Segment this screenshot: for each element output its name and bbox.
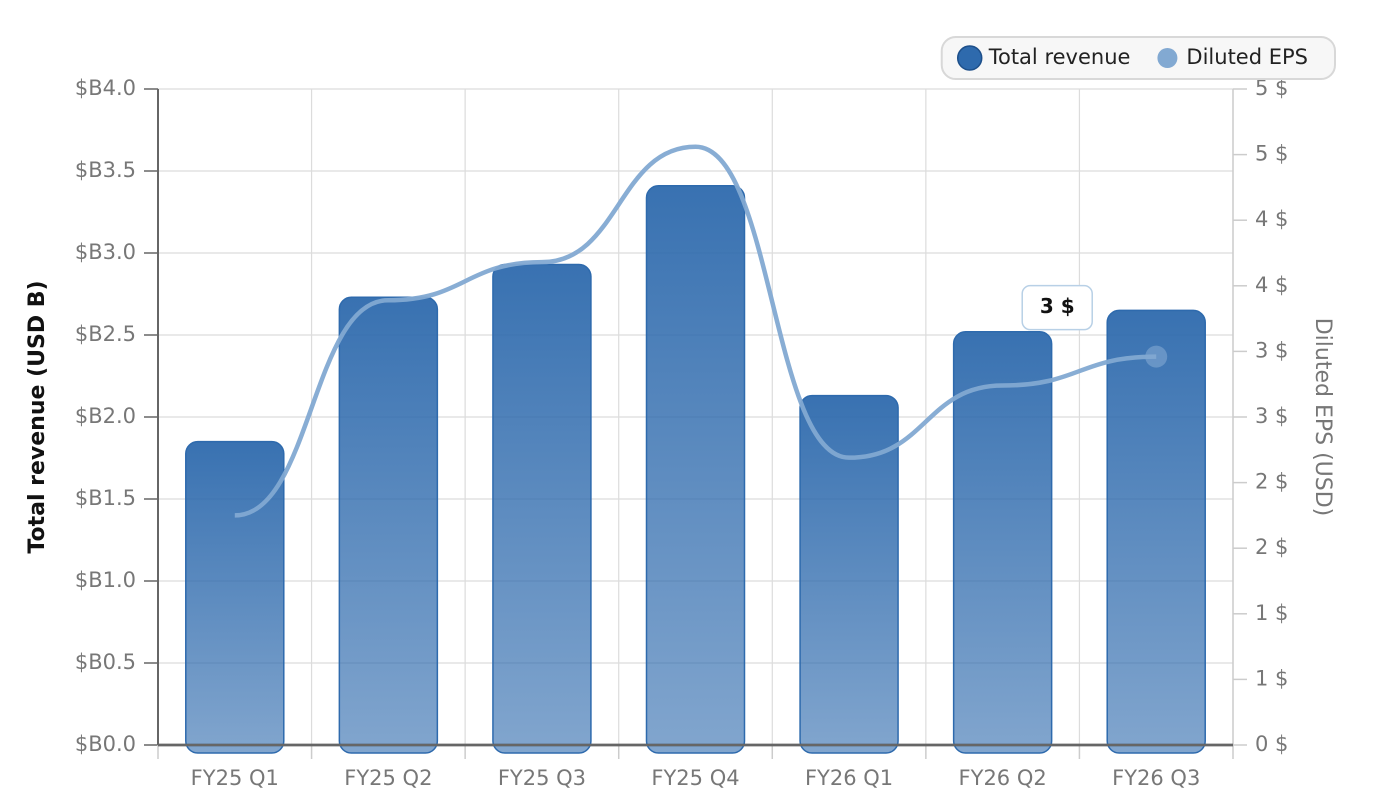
y-axis-title: Total revenue (USD B) (25, 280, 50, 553)
y2-tick-label: 4 $ (1255, 207, 1288, 231)
y-tick-label: $B1.0 (75, 568, 136, 592)
x-tick-label: FY26 Q2 (959, 766, 1047, 790)
line-point (1145, 345, 1168, 368)
y-tick-label: $B0.5 (75, 650, 136, 674)
y2-axis-title: Diluted EPS (USD) (1310, 318, 1335, 517)
legend-label: Total revenue (988, 45, 1131, 69)
y2-tick-label: 3 $ (1255, 338, 1288, 362)
annotation-box (1021, 284, 1093, 331)
x-tick-label: FY25 Q1 (191, 766, 279, 790)
bar (492, 263, 592, 754)
y-tick-label: $B3.0 (75, 240, 136, 264)
x-tick-label: FY25 Q4 (651, 766, 739, 790)
bar (645, 185, 746, 754)
y2-tick-label: 2 $ (1255, 535, 1288, 559)
line (234, 144, 1157, 518)
x-tick-label: FY25 Q3 (498, 766, 586, 790)
y2-tick-label: 1 $ (1255, 666, 1288, 690)
legend-marker (1157, 48, 1178, 68)
x-tick-label: FY26 Q3 (1112, 766, 1200, 790)
y-tick-label: $B2.0 (75, 404, 136, 428)
y2-tick-label: 3 $ (1255, 404, 1288, 428)
bar (338, 296, 439, 754)
y2-tick-label: 5 $ (1255, 142, 1288, 166)
x-tick-label: FY25 Q2 (344, 766, 432, 790)
legend-marker (956, 45, 983, 71)
annotation: 3 $ (1040, 294, 1075, 318)
y2-tick-label: 2 $ (1255, 470, 1288, 494)
legend-label: Diluted EPS (1186, 45, 1308, 69)
y-tick-label: $B4.0 (75, 76, 136, 100)
bar (1106, 309, 1206, 754)
y-tick-label: $B0.0 (75, 732, 136, 756)
y-tick-label: $B2.5 (75, 322, 136, 346)
y-tick-label: $B3.5 (75, 158, 136, 182)
bar (952, 330, 1053, 754)
x-tick-label: FY26 Q1 (805, 766, 893, 790)
bar (799, 394, 899, 754)
y2-tick-label: 0 $ (1255, 732, 1288, 756)
bar (185, 440, 285, 754)
y2-tick-label: 4 $ (1255, 273, 1288, 297)
legend: Total revenue Diluted EPS (940, 36, 1336, 80)
y-tick-label: $B1.5 (75, 486, 136, 510)
y2-tick-label: 1 $ (1255, 601, 1288, 625)
legend-box (940, 36, 1336, 80)
